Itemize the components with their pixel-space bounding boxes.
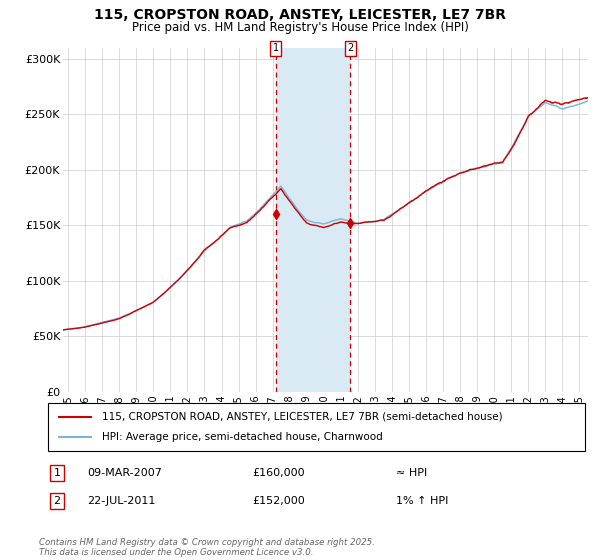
Text: £160,000: £160,000	[252, 468, 305, 478]
Text: HPI: Average price, semi-detached house, Charnwood: HPI: Average price, semi-detached house,…	[102, 432, 382, 442]
Text: 2: 2	[347, 43, 353, 53]
Text: 115, CROPSTON ROAD, ANSTEY, LEICESTER, LE7 7BR (semi-detached house): 115, CROPSTON ROAD, ANSTEY, LEICESTER, L…	[102, 412, 502, 422]
Text: 09-MAR-2007: 09-MAR-2007	[87, 468, 162, 478]
Text: 22-JUL-2011: 22-JUL-2011	[87, 496, 155, 506]
Text: 2: 2	[53, 496, 61, 506]
Text: 1: 1	[53, 468, 61, 478]
Text: Price paid vs. HM Land Registry's House Price Index (HPI): Price paid vs. HM Land Registry's House …	[131, 21, 469, 34]
Text: 115, CROPSTON ROAD, ANSTEY, LEICESTER, LE7 7BR: 115, CROPSTON ROAD, ANSTEY, LEICESTER, L…	[94, 8, 506, 22]
Text: 1% ↑ HPI: 1% ↑ HPI	[396, 496, 448, 506]
Text: ≈ HPI: ≈ HPI	[396, 468, 427, 478]
FancyBboxPatch shape	[48, 403, 585, 451]
Bar	[276, 48, 350, 392]
Text: £152,000: £152,000	[252, 496, 305, 506]
Text: 1: 1	[273, 43, 279, 53]
Text: Contains HM Land Registry data © Crown copyright and database right 2025.
This d: Contains HM Land Registry data © Crown c…	[39, 538, 375, 557]
